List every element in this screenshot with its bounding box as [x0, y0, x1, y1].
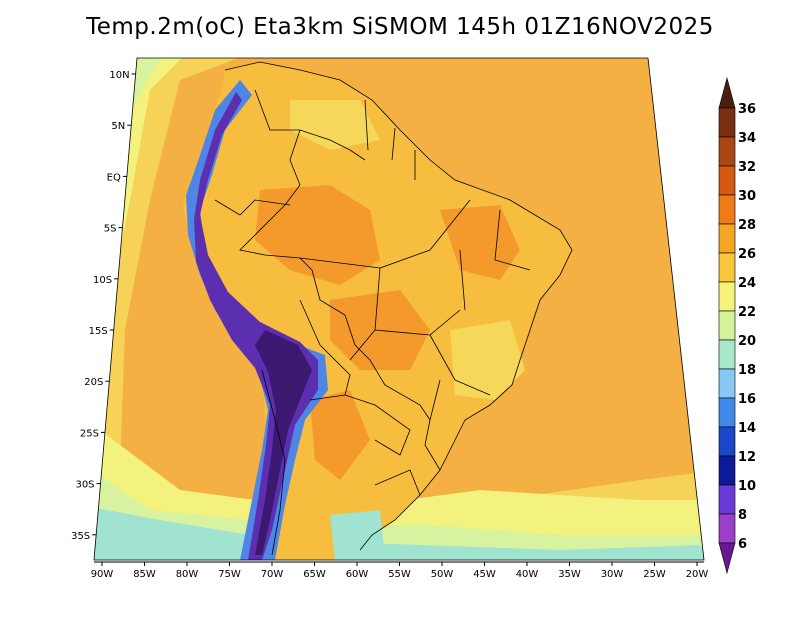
southeast-mild-region [450, 320, 525, 400]
colorbar-label: 26 [738, 247, 756, 262]
lon-tick-label: 90W [91, 569, 114, 580]
colorbar-label: 12 [738, 450, 756, 465]
colorbar-segment [718, 310, 736, 341]
andes-outer [186, 80, 328, 560]
coastline [224, 61, 573, 551]
lon-tick-label: 65W [303, 569, 326, 580]
colorbar-segment [718, 107, 736, 138]
lon-tick-label: 55W [388, 569, 411, 580]
paraguay-border [344, 394, 411, 456]
lat-tick-label: 35S [71, 531, 90, 542]
country-borders [214, 61, 573, 556]
colorbar-segment [718, 513, 736, 544]
pampa-cool-region [330, 510, 385, 560]
colorbar-segment [718, 136, 736, 167]
atlantic-warm-pool [355, 58, 665, 300]
colorbar-label: 6 [738, 537, 747, 552]
lon-tick-label: 35W [558, 569, 581, 580]
guiana-mild-region [290, 100, 380, 150]
colorbar-label: 30 [738, 189, 756, 204]
colorbar-segment [718, 455, 736, 486]
colorbar-segment [718, 223, 736, 254]
andes-inner [194, 92, 318, 560]
map-title: Temp.2m(oC) Eta3km SiSMOM 145h 01Z16NOV2… [86, 14, 714, 40]
lat-tick-label: 30S [75, 480, 94, 491]
colorbar-segment [718, 339, 736, 370]
colorbar-label: 24 [738, 276, 756, 291]
lat-tick-label: 20S [84, 377, 103, 388]
lon-tick-label: 30W [601, 569, 624, 580]
lat-tick-label: 10S [93, 275, 112, 286]
colorbar-label: 34 [738, 131, 756, 146]
brazil-states [299, 199, 531, 421]
lat-tick-label: EQ [107, 172, 121, 183]
colorbar-label: 10 [738, 479, 756, 494]
lon-tick-label: 25W [643, 569, 666, 580]
argentina-chile-border [261, 369, 286, 556]
lat-tick-label: 10N [109, 70, 129, 81]
colorbar-top-arrow [718, 76, 736, 109]
chaco-hot-region [310, 390, 370, 480]
amazon-hot-region [255, 185, 380, 285]
colorbar-segment [718, 194, 736, 225]
lon-tick-label: 85W [133, 569, 156, 580]
lat-tick-label: 25S [80, 428, 99, 439]
colorbar-segment [718, 484, 736, 515]
colorbar-label: 8 [738, 508, 747, 523]
colorbar-label: 36 [738, 102, 756, 117]
colorbar-segment [718, 368, 736, 399]
colorbar-label: 22 [738, 305, 756, 320]
latitude-axis: 10N 5N EQ 5S 10S 15S 20S 25S 30S 35S [71, 70, 136, 542]
venezuela-border [254, 89, 366, 161]
altiplano-core [255, 330, 312, 555]
uruguay-border [374, 469, 421, 496]
colorbar-label: 14 [738, 421, 756, 436]
guianas-border [364, 99, 416, 180]
colorbar-segment [718, 426, 736, 457]
colorbar-label: 20 [738, 334, 756, 349]
lon-tick-label: 70W [261, 569, 284, 580]
colorbar-segment [718, 252, 736, 283]
lon-tick-label: 50W [431, 569, 454, 580]
lon-tick-label: 80W [176, 569, 199, 580]
central-hot-region [330, 290, 430, 370]
longitude-axis: 90W 85W 80W 75W 70W 65W 60W 55W 50W 45W 40W 35W 30W 2… [91, 562, 709, 580]
lon-tick-label: 40W [516, 569, 539, 580]
colorbar-bottom-arrow [718, 542, 736, 575]
lat-tick-label: 15S [89, 326, 108, 337]
colorbar-label: 18 [738, 363, 756, 378]
lat-tick-label: 5N [111, 121, 125, 132]
colorbar-label: 32 [738, 160, 756, 175]
lon-tick-label: 20W [686, 569, 709, 580]
lon-tick-label: 45W [473, 569, 496, 580]
colorbar-segment [718, 281, 736, 312]
lon-tick-label: 60W [346, 569, 369, 580]
map-domain [94, 58, 704, 560]
map-frame [93, 57, 705, 561]
colombia-peru-border [214, 199, 291, 216]
lon-tick-label: 75W [218, 569, 241, 580]
brazil-west-border [239, 129, 441, 471]
bolivia-border [299, 299, 351, 401]
lat-tick-label: 5S [104, 224, 117, 235]
colorbar-segment [718, 397, 736, 428]
colorbar-label: 16 [738, 392, 756, 407]
colorbar-segment [718, 165, 736, 196]
colorbar-label: 28 [738, 218, 756, 233]
ocean-coldest-band [94, 505, 704, 560]
colorbar: 36 34 32 30 28 26 24 22 20 18 16 14 12 10 8 6 [718, 76, 756, 575]
